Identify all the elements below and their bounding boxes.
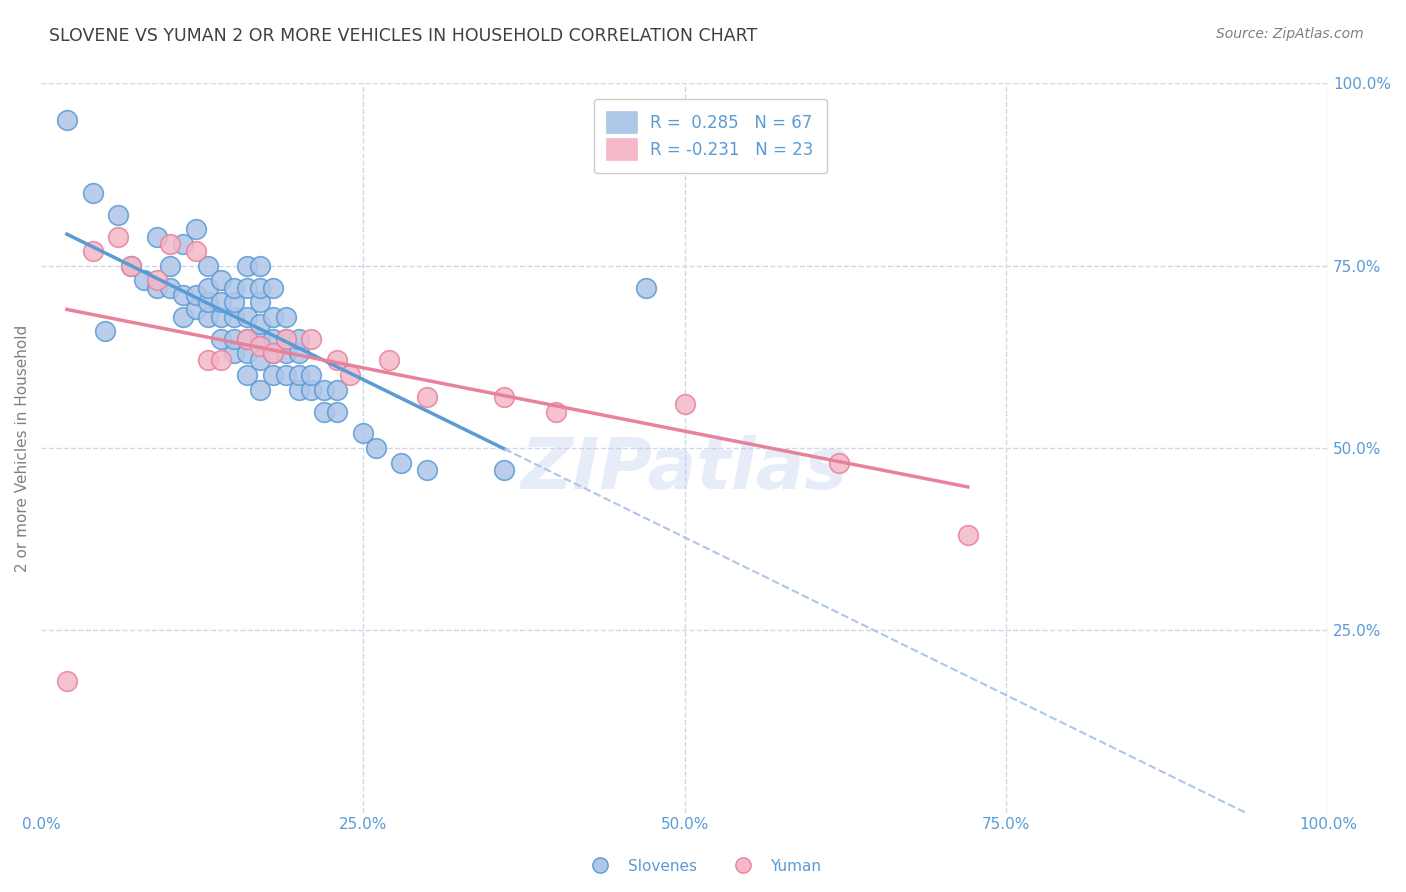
Text: ZIPatlas: ZIPatlas — [522, 435, 848, 504]
Point — [326, 353, 349, 368]
Point — [249, 353, 271, 368]
Point — [544, 404, 567, 418]
Point — [416, 463, 439, 477]
Point — [197, 280, 219, 294]
Point — [287, 383, 309, 397]
Point — [249, 383, 271, 397]
Point — [159, 259, 181, 273]
Point — [172, 310, 194, 324]
Point — [236, 332, 259, 346]
Point — [299, 332, 322, 346]
Point — [224, 332, 246, 346]
Point — [172, 236, 194, 251]
Point — [262, 346, 284, 360]
Point — [172, 288, 194, 302]
Point — [287, 346, 309, 360]
Point — [120, 259, 142, 273]
Point — [262, 332, 284, 346]
Point — [132, 273, 155, 287]
Point — [299, 383, 322, 397]
Text: SLOVENE VS YUMAN 2 OR MORE VEHICLES IN HOUSEHOLD CORRELATION CHART: SLOVENE VS YUMAN 2 OR MORE VEHICLES IN H… — [49, 27, 758, 45]
Point — [494, 390, 516, 404]
Point — [634, 280, 657, 294]
Point — [236, 368, 259, 382]
Point — [673, 397, 696, 411]
Point — [82, 244, 104, 259]
Point — [56, 112, 79, 127]
Point — [249, 339, 271, 353]
Point — [262, 368, 284, 382]
Legend: Slovenes, Yuman: Slovenes, Yuman — [579, 853, 827, 880]
Point — [184, 244, 207, 259]
Point — [184, 288, 207, 302]
Point — [364, 441, 387, 455]
Point — [299, 368, 322, 382]
Point — [274, 346, 297, 360]
Point — [326, 404, 349, 418]
Point — [236, 310, 259, 324]
Point — [249, 332, 271, 346]
Point — [352, 426, 374, 441]
Point — [287, 368, 309, 382]
Point — [209, 295, 232, 310]
Point — [249, 295, 271, 310]
Point — [249, 259, 271, 273]
Point — [159, 236, 181, 251]
Point — [107, 229, 129, 244]
Point — [262, 280, 284, 294]
Point — [236, 259, 259, 273]
Point — [494, 463, 516, 477]
Point — [326, 383, 349, 397]
Point — [377, 353, 399, 368]
Text: Source: ZipAtlas.com: Source: ZipAtlas.com — [1216, 27, 1364, 41]
Point — [236, 332, 259, 346]
Point — [249, 280, 271, 294]
Point — [391, 456, 413, 470]
Point — [146, 280, 169, 294]
Point — [159, 280, 181, 294]
Point — [209, 273, 232, 287]
Point — [262, 310, 284, 324]
Legend: R =  0.285   N = 67, R = -0.231   N = 23: R = 0.285 N = 67, R = -0.231 N = 23 — [593, 99, 827, 173]
Point — [224, 346, 246, 360]
Point — [224, 310, 246, 324]
Point — [197, 295, 219, 310]
Point — [314, 404, 336, 418]
Point — [249, 317, 271, 331]
Point — [209, 332, 232, 346]
Point — [197, 259, 219, 273]
Point — [956, 528, 979, 542]
Point — [274, 332, 297, 346]
Point — [197, 353, 219, 368]
Point — [236, 280, 259, 294]
Point — [314, 383, 336, 397]
Point — [224, 280, 246, 294]
Point — [184, 302, 207, 317]
Point — [146, 229, 169, 244]
Point — [184, 222, 207, 236]
Point — [339, 368, 361, 382]
Point — [197, 310, 219, 324]
Point — [236, 346, 259, 360]
Point — [274, 332, 297, 346]
Point — [107, 208, 129, 222]
Point — [224, 295, 246, 310]
Point — [82, 186, 104, 200]
Point — [146, 273, 169, 287]
Point — [262, 346, 284, 360]
Point — [209, 310, 232, 324]
Point — [828, 456, 851, 470]
Point — [416, 390, 439, 404]
Y-axis label: 2 or more Vehicles in Household: 2 or more Vehicles in Household — [15, 325, 30, 572]
Point — [94, 324, 117, 338]
Point — [209, 353, 232, 368]
Point — [274, 368, 297, 382]
Point — [120, 259, 142, 273]
Point — [56, 674, 79, 689]
Point — [274, 310, 297, 324]
Point — [287, 332, 309, 346]
